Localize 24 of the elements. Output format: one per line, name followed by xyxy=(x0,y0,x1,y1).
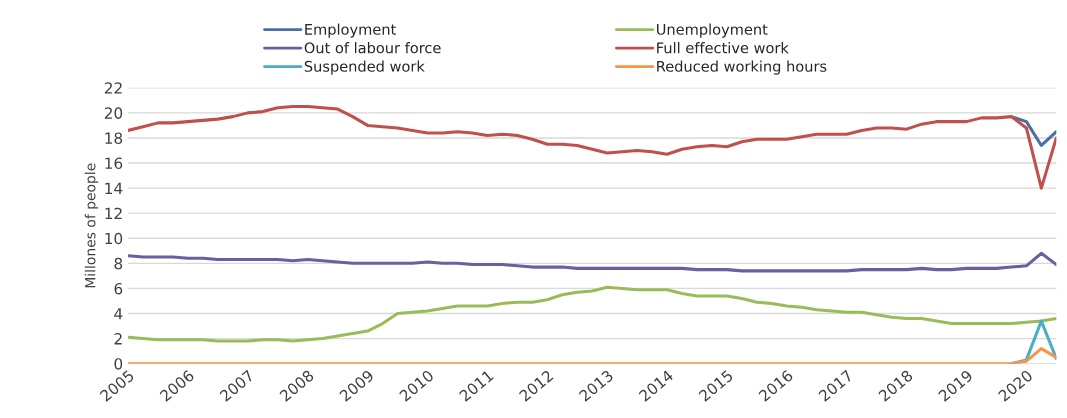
line-series xyxy=(128,105,1057,190)
legend-label: Unemployment xyxy=(657,23,768,38)
y-tick-label: 12 xyxy=(105,207,122,219)
y-tick-label: 18 xyxy=(105,132,123,144)
y-tick-label: 2 xyxy=(114,333,122,345)
y-tick-label: 8 xyxy=(114,257,123,270)
line-series xyxy=(1009,115,1057,147)
legend-label: Employment xyxy=(305,23,396,38)
y-tick-label: 4 xyxy=(114,308,123,320)
line-series xyxy=(128,347,1057,364)
y-tick-label: 6 xyxy=(114,282,123,295)
legend-label: Suspended work xyxy=(304,60,425,75)
y-tick-label: 0 xyxy=(114,358,123,370)
legend-label: Full effective work xyxy=(657,42,789,54)
legend-label: Out of labour force xyxy=(304,42,441,54)
line-series xyxy=(128,285,1057,343)
line-series xyxy=(128,251,1057,273)
y-axis-title: Millones of people xyxy=(84,163,99,288)
legend-label: Reduced working hours xyxy=(657,60,827,75)
y-tick-label: 10 xyxy=(105,232,123,245)
y-tick-label: 20 xyxy=(104,107,123,119)
y-tick-label: 16 xyxy=(105,157,123,170)
y-tick-label: 22 xyxy=(104,82,122,94)
y-tick-label: 14 xyxy=(105,182,123,194)
